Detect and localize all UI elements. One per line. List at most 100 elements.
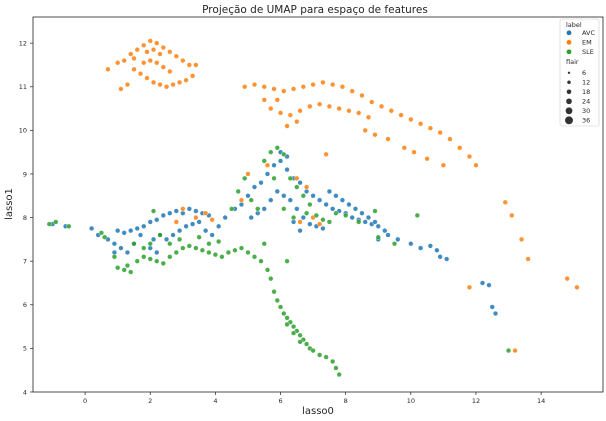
- point-avc-63: [281, 193, 287, 199]
- point-em-68: [346, 108, 352, 114]
- point-avc-80: [352, 206, 359, 212]
- point-sle-80: [333, 210, 339, 216]
- legend-size-marker-18: [566, 89, 572, 95]
- point-avc-100: [137, 232, 144, 238]
- point-avc-96: [486, 282, 492, 288]
- point-em-85: [317, 221, 323, 227]
- point-em-66: [326, 103, 333, 109]
- point-em-82: [294, 175, 300, 181]
- point-sle-87: [391, 241, 398, 247]
- point-avc-2: [89, 225, 95, 232]
- point-sle-42: [304, 341, 310, 347]
- legend-size-label-30: 30: [582, 107, 590, 115]
- point-em-48: [369, 99, 375, 105]
- legend-size-marker-30: [565, 107, 573, 115]
- point-em-47: [359, 92, 365, 99]
- point-em-0: [105, 66, 111, 72]
- point-avc-53: [330, 206, 336, 212]
- point-avc-8: [128, 228, 134, 234]
- point-em-70: [365, 114, 372, 120]
- point-em-54: [427, 125, 433, 131]
- point-em-12: [186, 62, 192, 68]
- point-sle-10: [134, 258, 140, 264]
- point-avc-13: [141, 223, 147, 229]
- x-tick-label-4: 4: [213, 397, 217, 405]
- point-em-39: [281, 88, 287, 94]
- point-em-35: [242, 84, 248, 90]
- point-sle-48: [333, 365, 339, 371]
- y-tick-label-11: 11: [19, 83, 27, 91]
- point-avc-14: [147, 219, 153, 225]
- point-em-102: [574, 284, 580, 290]
- point-em-11: [180, 57, 186, 64]
- point-em-14: [131, 66, 137, 72]
- point-em-15: [137, 71, 144, 77]
- point-avc-82: [365, 214, 372, 221]
- legend-marker-avc: [566, 29, 572, 36]
- point-em-75: [362, 127, 368, 133]
- point-avc-26: [170, 232, 176, 238]
- point-sle-1: [53, 219, 59, 225]
- point-em-101: [564, 276, 570, 282]
- point-avc-41: [251, 184, 258, 190]
- legend-size-label-12: 12: [582, 79, 590, 87]
- point-sle-27: [245, 249, 251, 256]
- point-em-53: [418, 121, 424, 127]
- point-sle-75: [300, 193, 306, 199]
- x-tick-label-2: 2: [148, 397, 152, 405]
- point-em-27: [147, 57, 153, 64]
- point-avc-85: [395, 236, 401, 242]
- point-em-94: [245, 171, 251, 177]
- point-sle-29: [258, 258, 264, 264]
- point-avc-43: [264, 171, 271, 177]
- point-em-77: [385, 136, 391, 142]
- point-em-26: [141, 60, 147, 66]
- point-sle-17: [180, 245, 186, 251]
- point-em-62: [287, 112, 293, 118]
- point-avc-46: [284, 167, 290, 173]
- point-avc-73: [261, 206, 267, 212]
- point-em-50: [388, 108, 394, 114]
- x-tick-label-6: 6: [278, 397, 282, 405]
- legend-size-marker-24: [566, 98, 572, 105]
- point-em-95: [264, 162, 271, 168]
- plot-frame: [32, 16, 604, 393]
- point-em-17: [150, 79, 157, 86]
- point-em-5: [141, 42, 147, 48]
- point-sle-3: [98, 230, 105, 236]
- point-em-99: [525, 256, 531, 262]
- point-sle-28: [251, 254, 258, 260]
- point-em-32: [150, 47, 157, 53]
- point-em-67: [336, 105, 342, 112]
- point-em-97: [509, 212, 515, 219]
- point-sle-70: [274, 145, 280, 151]
- point-em-4: [134, 47, 140, 53]
- point-sle-76: [307, 201, 313, 208]
- point-avc-99: [111, 249, 118, 256]
- point-em-59: [473, 162, 479, 168]
- point-sle-31: [268, 276, 274, 282]
- point-sle-51: [290, 330, 297, 336]
- y-tick-label-8: 8: [23, 214, 27, 222]
- point-em-43: [320, 79, 326, 86]
- legend-size-label-6: 6: [582, 69, 586, 77]
- point-avc-49: [304, 188, 310, 195]
- point-sle-20: [199, 247, 205, 253]
- point-sle-54: [157, 232, 163, 238]
- point-em-92: [173, 219, 179, 225]
- point-avc-51: [317, 197, 323, 203]
- point-em-100: [466, 284, 473, 290]
- point-sle-35: [281, 310, 287, 317]
- point-em-25: [118, 86, 124, 92]
- chart-title: Projeção de UMAP para espaço de features: [202, 4, 428, 16]
- point-em-2: [121, 57, 127, 64]
- point-em-34: [131, 55, 137, 62]
- legend-label-sle: SLE: [582, 48, 594, 56]
- point-em-78: [401, 145, 407, 151]
- point-avc-15: [154, 217, 160, 223]
- legend-size-marker-36: [565, 116, 573, 125]
- point-avc-95: [479, 280, 486, 286]
